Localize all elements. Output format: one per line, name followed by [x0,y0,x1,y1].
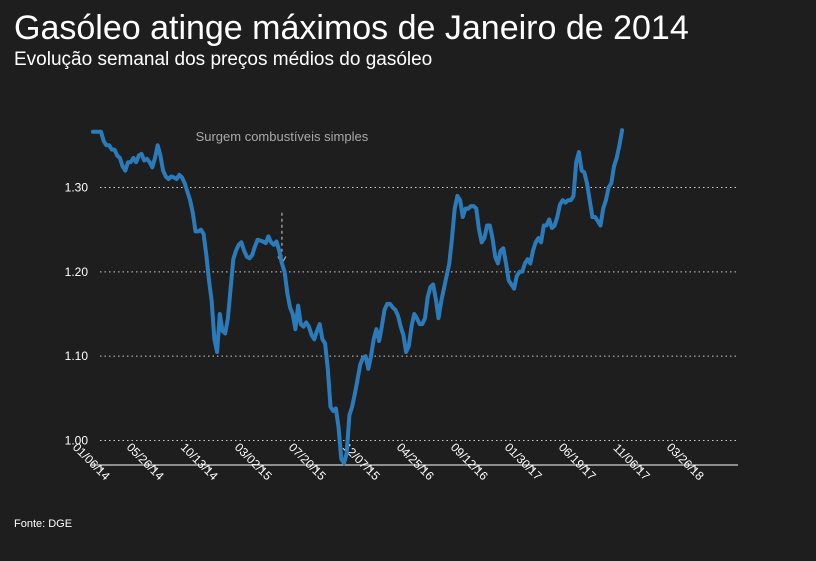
x-tick-label: 05/26/14 [124,440,167,483]
chart-title: Gasóleo atinge máximos de Janeiro de 201… [14,9,689,47]
annotation-label: Surgem combustíveis simples [196,129,369,144]
x-tick-label: 06/19/17 [556,440,599,483]
chart-subtitle: Evolução semanal dos preços médios do ga… [14,49,433,70]
x-tick-label: 11/06/17 [610,441,653,484]
x-tick-label: 01/06/14 [70,440,113,483]
source-note: Fonte: DGE [14,518,73,530]
x-tick-label: 09/12/16 [448,440,491,483]
x-tick-label: 04/25/16 [394,440,437,483]
x-tick-label: 01/30/17 [502,440,545,483]
x-tick-label: 07/20/15 [286,440,329,483]
y-tick-label: 1.30 [65,181,89,195]
x-tick-label: 03/26/18 [664,440,707,483]
y-tick-label: 1.20 [65,265,89,279]
x-tick-label: 10/13/14 [178,440,221,483]
y-tick-label: 1.10 [65,349,89,363]
x-tick-label: 03/02/15 [232,440,275,483]
price-series-line [90,128,625,466]
y-tick-label: 1.00 [65,434,89,448]
